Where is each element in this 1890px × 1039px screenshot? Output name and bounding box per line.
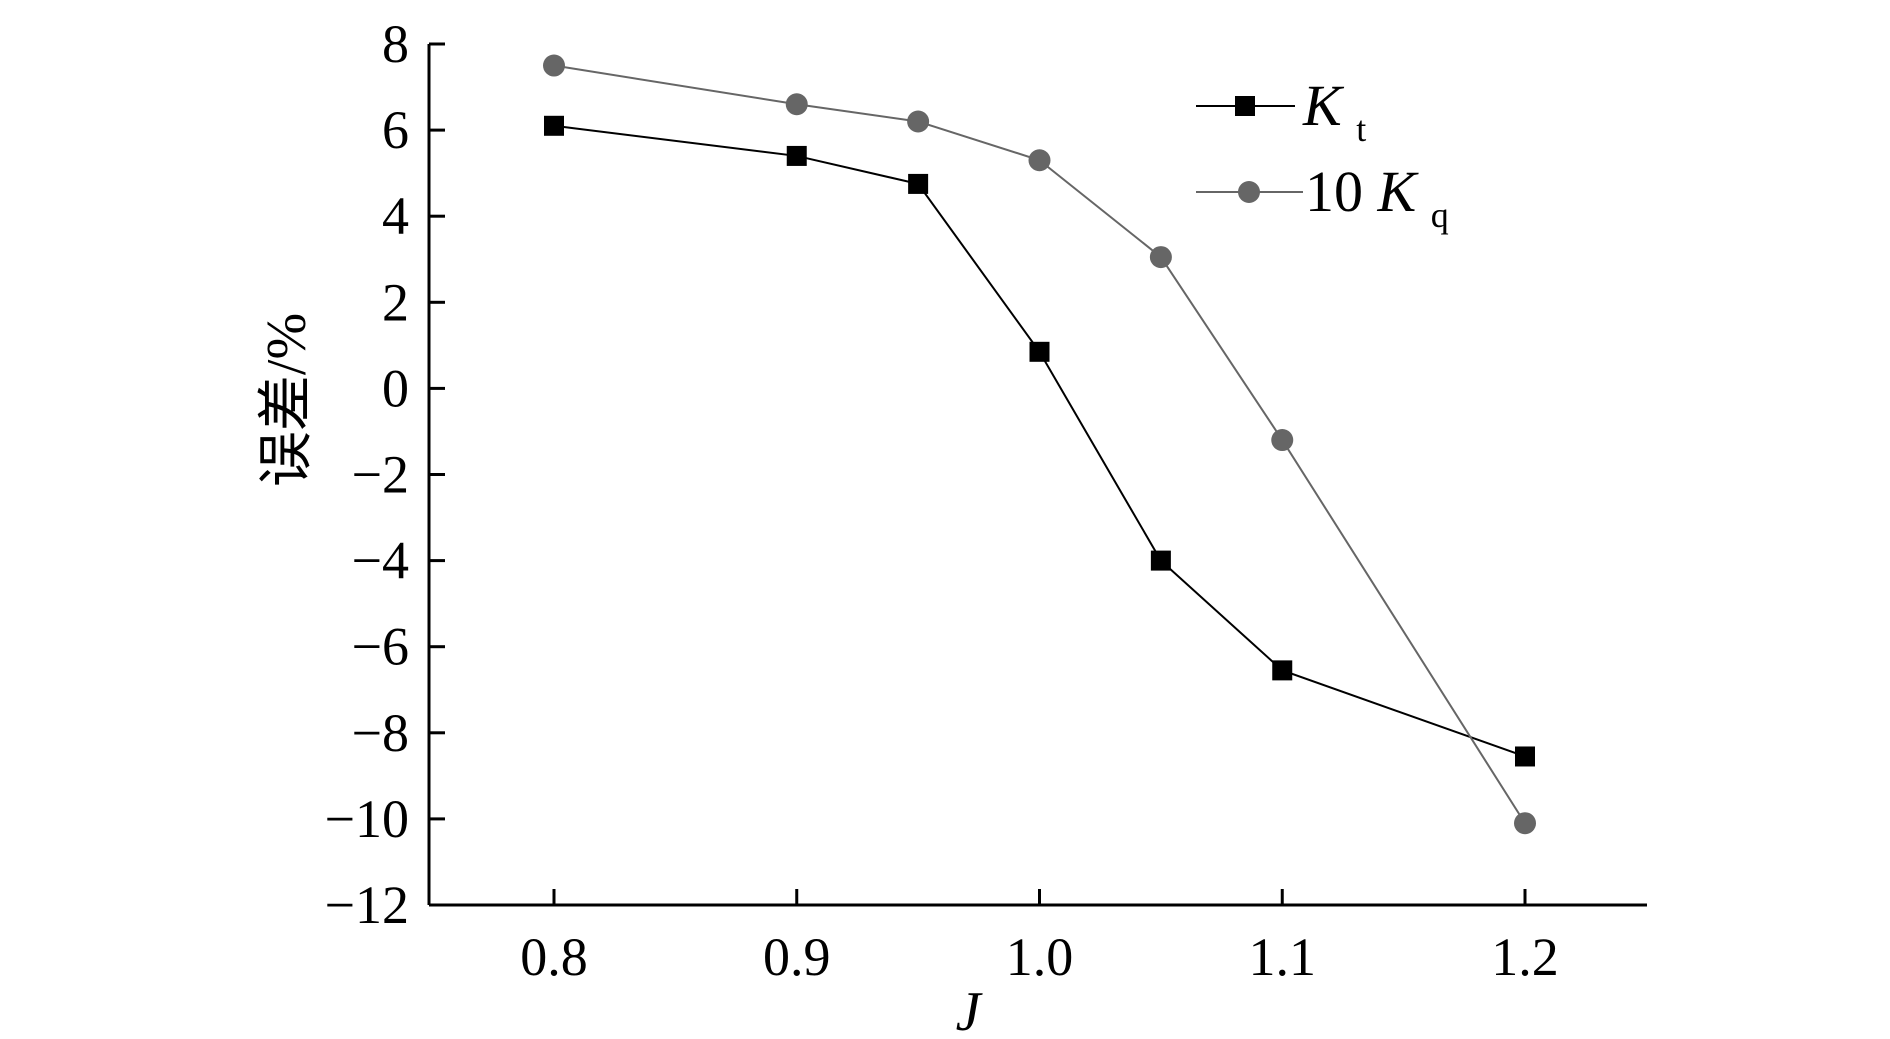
legend-10kq-label: 10 K q bbox=[1305, 159, 1449, 235]
legend-kt-label: K t bbox=[1302, 73, 1366, 149]
y-tick-label: 8 bbox=[382, 14, 409, 74]
legend-item-kt: K t bbox=[1196, 73, 1366, 149]
y-tick-label: 6 bbox=[382, 100, 409, 160]
x-tick-label: 1.1 bbox=[1249, 927, 1317, 987]
x-tick-label: 0.9 bbox=[763, 927, 831, 987]
x-tick-label: 1.2 bbox=[1491, 927, 1559, 987]
legend-kt-marker bbox=[1235, 96, 1255, 116]
data-point-10kq bbox=[1514, 812, 1536, 835]
data-point-10kq bbox=[543, 54, 565, 77]
y-tick-label: −12 bbox=[325, 875, 409, 935]
x-axis-title: J bbox=[956, 981, 984, 1039]
data-point-10kq bbox=[907, 110, 930, 133]
data-point-10kq bbox=[1028, 149, 1051, 172]
legend-10kq-marker bbox=[1238, 181, 1260, 203]
data-point-kt bbox=[1029, 341, 1050, 362]
legend-10kq-main: K bbox=[1377, 159, 1420, 224]
series-layer bbox=[543, 54, 1536, 835]
y-tick-label: −6 bbox=[352, 617, 409, 677]
y-tick-label: 0 bbox=[382, 358, 409, 418]
axes bbox=[427, 44, 1647, 907]
data-point-kt bbox=[1150, 550, 1171, 571]
data-point-10kq bbox=[785, 93, 808, 116]
y-tick-label: −2 bbox=[352, 445, 409, 505]
y-tick-label: −4 bbox=[352, 531, 409, 591]
y-tick-label: 4 bbox=[382, 186, 409, 246]
y-tick-label: −8 bbox=[352, 703, 409, 763]
legend: K t 10 K q bbox=[1196, 73, 1449, 235]
data-point-kt bbox=[786, 145, 807, 166]
y-axis-title: 误差/% bbox=[256, 313, 318, 487]
legend-10kq-sub: q bbox=[1431, 195, 1449, 235]
ticks: −12 −10 −8 −6 −4 −2 0 2 4 6 8 0.8 0.9 1.0 1.1 1.2 bbox=[325, 14, 1559, 987]
data-point-kt bbox=[544, 115, 564, 136]
y-tick-label: 2 bbox=[382, 272, 409, 332]
data-point-10kq bbox=[1149, 246, 1172, 269]
legend-kt-sub: t bbox=[1356, 109, 1366, 149]
legend-10kq-prefix: 10 bbox=[1305, 159, 1363, 224]
data-point-kt bbox=[1515, 746, 1535, 767]
data-point-10kq bbox=[1271, 429, 1294, 452]
x-tick-label: 0.8 bbox=[520, 927, 588, 987]
legend-item-10kq: 10 K q bbox=[1196, 159, 1449, 235]
y-tick-label: −10 bbox=[325, 789, 409, 849]
data-point-kt bbox=[1272, 660, 1293, 681]
legend-kt-main: K bbox=[1302, 73, 1345, 138]
x-tick-label: 1.0 bbox=[1006, 927, 1074, 987]
data-point-kt bbox=[908, 173, 929, 194]
